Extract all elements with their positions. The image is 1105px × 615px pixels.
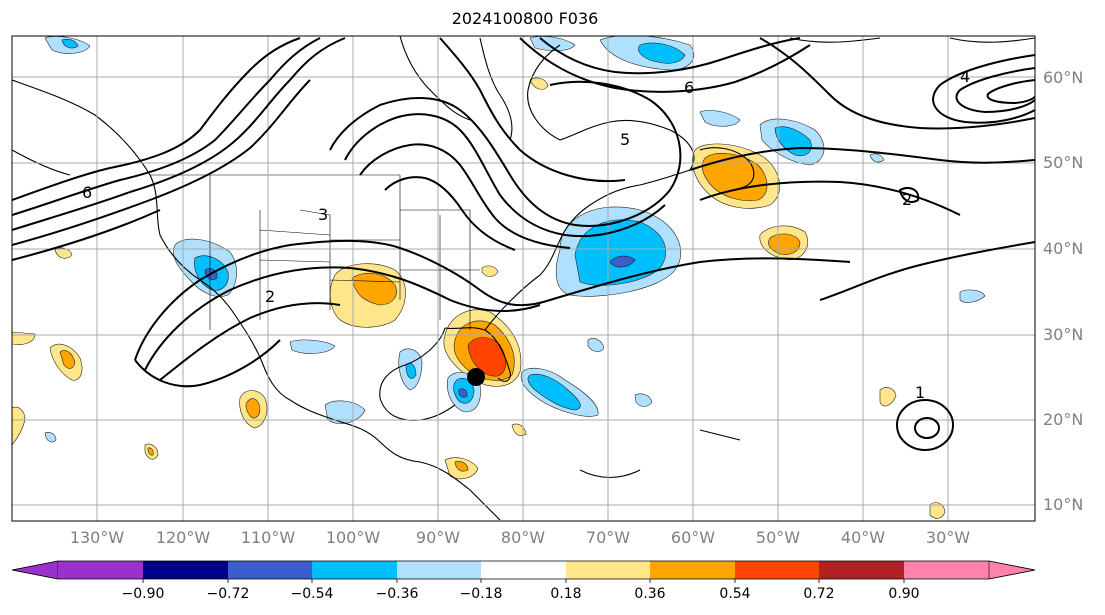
colorbar-tick-label: 0.54 (719, 586, 751, 602)
lat-label-10n: 10°N (1043, 495, 1084, 514)
colorbar (11, 560, 1036, 583)
contour-label: 2 (902, 190, 912, 209)
colorbar-tick-label: 0.18 (550, 586, 582, 602)
contour-label: 4 (960, 67, 970, 86)
colorbar-segment (735, 561, 819, 579)
lon-label-120w: 120°W (155, 528, 211, 547)
colorbar-segment (397, 561, 481, 579)
lat-label-20n: 20°N (1043, 410, 1084, 429)
contour-lines (12, 37, 1035, 451)
contour-label: 2 (265, 287, 275, 306)
colorbar-tick-label: 0.90 (888, 586, 920, 602)
colorbar-tick-label: −0.36 (375, 586, 419, 602)
contour-label: 1 (915, 383, 925, 402)
colorbar-low-extend (11, 560, 59, 580)
colorbar-tick-label: −0.72 (206, 586, 250, 602)
lat-label-50n: 50°N (1043, 153, 1084, 172)
lat-label-30n: 30°N (1043, 325, 1084, 344)
colorbar-tick-label: 0.36 (634, 586, 666, 602)
colorbar-segment (904, 561, 989, 579)
lon-label-100w: 100°W (325, 528, 381, 547)
lon-label-110w: 110°W (240, 528, 296, 547)
contour-label: 6 (684, 78, 694, 97)
contour-label: 5 (620, 130, 630, 149)
colorbar-segment (228, 561, 312, 579)
lon-label-40w: 40°W (840, 528, 886, 547)
colorbar-outline (11, 560, 1036, 580)
storm-center-marker (467, 368, 485, 386)
contour-label: 6 (82, 183, 92, 202)
colorbar-segment (312, 561, 397, 579)
contour-label-group: 6 5 4 3 2 1 2 6 (82, 67, 970, 402)
colorbar-tick-label: −0.90 (121, 586, 165, 602)
map-title: 2024100800 F036 (451, 9, 599, 28)
lon-label-80w: 80°W (500, 528, 546, 547)
colorbar-high-extend (988, 560, 1036, 580)
colorbar-segment (481, 561, 566, 579)
colorbar-segment (143, 561, 228, 579)
map-frame (11, 35, 1036, 522)
colorbar-tick-label: 0.72 (803, 586, 835, 602)
colorbar-segment (566, 561, 650, 579)
colorbar-segment (819, 561, 904, 579)
lon-label-30w: 30°W (925, 528, 971, 547)
colorbar-segment (58, 561, 143, 579)
state-borders (150, 174, 480, 330)
lat-label-60n: 60°N (1043, 68, 1084, 87)
colorbar-tick-label: −0.54 (290, 586, 334, 602)
anomaly-shading (12, 36, 986, 519)
lat-label-40n: 40°N (1043, 239, 1084, 258)
lon-label-70w: 70°W (585, 528, 631, 547)
lon-label-60w: 60°W (670, 528, 716, 547)
lon-label-90w: 90°W (415, 528, 461, 547)
lon-label-130w: 130°W (69, 528, 125, 547)
colorbar-segment (650, 561, 735, 579)
lon-label-50w: 50°W (755, 528, 801, 547)
colorbar-tick-label: −0.18 (459, 586, 503, 602)
contour-label: 3 (318, 205, 328, 224)
